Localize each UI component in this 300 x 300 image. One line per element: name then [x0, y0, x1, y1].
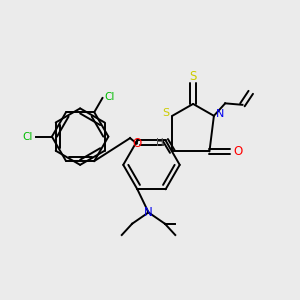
Text: S: S — [189, 70, 197, 83]
Text: H: H — [156, 138, 164, 148]
Text: O: O — [132, 137, 141, 150]
Text: Cl: Cl — [105, 92, 115, 102]
Text: N: N — [216, 109, 224, 119]
Text: N: N — [144, 206, 153, 219]
Text: O: O — [233, 145, 242, 158]
Text: S: S — [162, 108, 169, 118]
Text: Cl: Cl — [22, 132, 32, 142]
